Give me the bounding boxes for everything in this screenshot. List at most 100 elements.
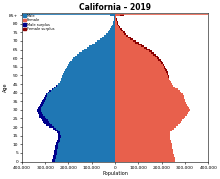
Bar [108, 32, 115, 33]
Bar [115, 30, 121, 32]
Bar [165, 68, 166, 69]
Bar [106, 33, 115, 35]
Bar [153, 54, 156, 56]
Bar [56, 143, 59, 145]
Bar [115, 57, 157, 59]
Bar [115, 119, 182, 121]
Bar [40, 104, 43, 106]
Bar [115, 25, 118, 26]
Bar [115, 109, 190, 111]
Bar [168, 74, 169, 76]
Bar [114, 16, 115, 18]
Bar [56, 156, 115, 157]
Bar [115, 128, 174, 130]
Bar [92, 43, 115, 45]
Bar [44, 123, 50, 124]
Bar [115, 62, 161, 64]
Bar [44, 102, 115, 104]
Bar [115, 121, 181, 123]
Bar [48, 119, 115, 121]
Bar [49, 92, 115, 93]
Bar [115, 92, 181, 93]
Bar [115, 102, 186, 104]
Bar [62, 78, 115, 80]
Bar [44, 97, 46, 99]
Bar [157, 57, 159, 59]
Bar [50, 123, 115, 124]
Bar [115, 106, 189, 107]
Bar [115, 52, 151, 54]
Bar [60, 133, 115, 135]
Bar [117, 21, 118, 23]
Bar [146, 49, 150, 50]
Bar [84, 49, 115, 50]
Bar [115, 126, 176, 128]
Bar [55, 130, 58, 131]
Bar [115, 43, 138, 45]
Bar [116, 18, 117, 20]
Bar [100, 38, 115, 40]
Bar [115, 152, 173, 154]
Y-axis label: Age: Age [3, 83, 8, 92]
Bar [62, 76, 115, 78]
Bar [168, 76, 169, 78]
Bar [115, 156, 174, 157]
Bar [104, 35, 115, 37]
Bar [118, 25, 119, 26]
Bar [113, 23, 115, 25]
Bar [115, 26, 119, 28]
Bar [41, 102, 44, 104]
Bar [117, 23, 118, 25]
Bar [114, 18, 115, 20]
X-axis label: Population: Population [102, 171, 128, 176]
Bar [77, 54, 115, 56]
Bar [58, 137, 61, 138]
Bar [60, 131, 115, 133]
Bar [115, 78, 169, 80]
Bar [124, 33, 126, 35]
Bar [115, 131, 170, 133]
Bar [115, 74, 168, 76]
Bar [57, 152, 115, 154]
Bar [42, 100, 45, 102]
Bar [115, 64, 163, 66]
Bar [70, 61, 115, 62]
Bar [60, 81, 115, 83]
Bar [59, 142, 115, 143]
Bar [115, 35, 126, 37]
Bar [45, 95, 47, 97]
Bar [57, 154, 115, 156]
Bar [115, 21, 117, 23]
Bar [43, 121, 49, 123]
Bar [119, 26, 120, 28]
Bar [57, 150, 115, 152]
Bar [115, 114, 187, 116]
Bar [115, 50, 149, 52]
Bar [58, 147, 115, 149]
Bar [54, 152, 57, 154]
Bar [115, 37, 128, 38]
Bar [115, 154, 174, 156]
Bar [115, 32, 123, 33]
Bar [115, 45, 141, 47]
Bar [41, 107, 115, 109]
Bar [161, 62, 163, 64]
Bar [43, 99, 46, 100]
Bar [115, 100, 185, 102]
Bar [110, 14, 115, 16]
Bar [115, 16, 116, 18]
Bar [115, 147, 172, 149]
Bar [115, 104, 187, 106]
Bar [65, 69, 115, 71]
Bar [141, 45, 145, 47]
Bar [43, 114, 115, 116]
Bar [115, 80, 170, 81]
Bar [115, 28, 120, 30]
Bar [115, 76, 168, 78]
Bar [54, 87, 55, 88]
Bar [49, 90, 51, 92]
Bar [42, 106, 115, 107]
Bar [115, 161, 175, 162]
Bar [115, 88, 178, 90]
Bar [115, 33, 124, 35]
